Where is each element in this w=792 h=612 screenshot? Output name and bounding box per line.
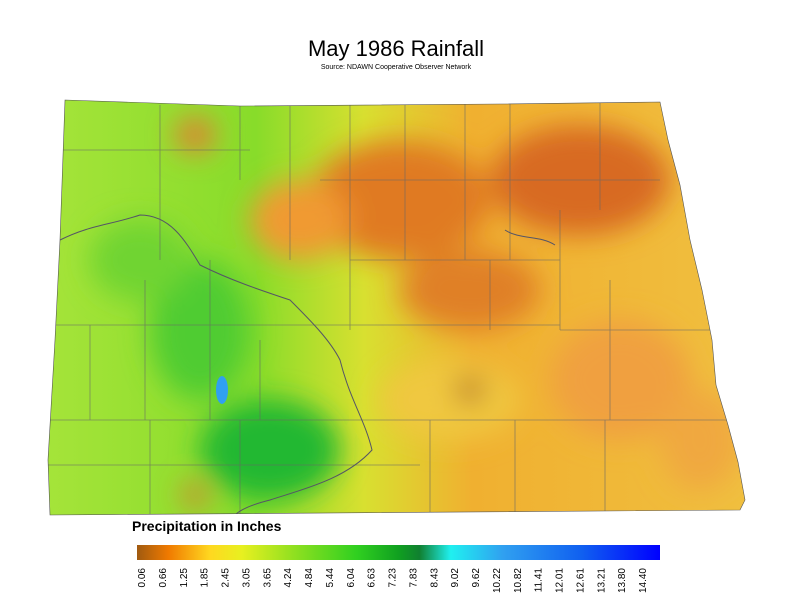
lake [216,376,228,404]
legend-label: 0.06 [137,568,148,588]
legend-label: 12.61 [575,568,586,593]
legend-label: 1.85 [200,568,211,588]
legend-label: 13.80 [617,568,628,593]
legend-label: 14.40 [638,568,649,593]
legend-title: Precipitation in Inches [132,518,282,534]
legend-label: 12.01 [555,568,566,593]
legend-label: 9.02 [450,568,461,588]
legend-label: 3.65 [262,568,273,588]
map [48,100,745,515]
legend-label: 1.25 [179,568,190,588]
legend-label: 4.24 [283,568,294,588]
legend-label: 6.04 [346,568,357,588]
legend-label: 11.41 [534,568,545,593]
legend-label: 10.82 [513,568,524,593]
legend-label: 3.05 [241,568,252,588]
legend-label: 2.45 [221,568,232,588]
subtitle: Source: NDAWN Cooperative Observer Netwo… [321,64,472,71]
legend-label: 13.21 [596,568,607,593]
river [59,214,556,515]
county-lines [48,102,740,515]
legend-label: 8.43 [429,568,440,588]
legend-label: 0.66 [158,568,169,588]
legend-label: 7.83 [408,568,419,588]
legend-label: 5.44 [325,568,336,588]
legend-label: 9.62 [471,568,482,588]
legend-label: 4.84 [304,568,315,588]
legend-label: 6.63 [367,568,378,588]
legend-label: 7.23 [388,568,399,588]
legend-labels: 0.06 0.66 1.25 1.85 2.45 3.05 3.65 4.24 4.84 5.44… [137,568,649,593]
title: May 1986 Rainfall [308,36,484,61]
legend-label: 10.22 [492,568,503,593]
state-outline [47,99,746,516]
color-scale [137,545,660,560]
